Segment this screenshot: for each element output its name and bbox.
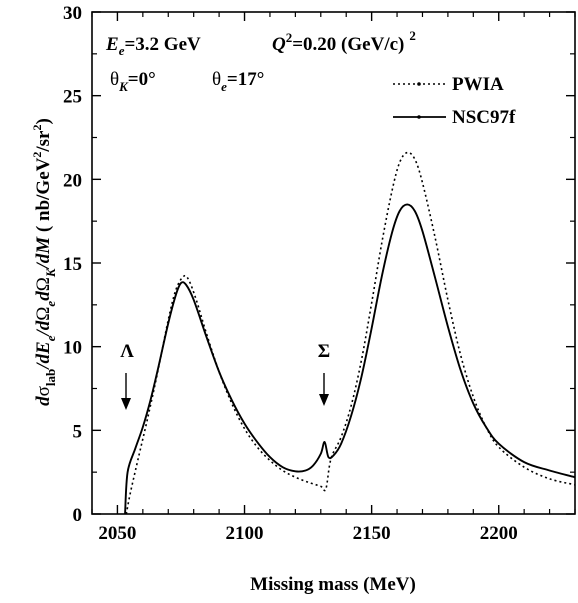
y-tick-label-10: 10 [63,338,82,359]
y-tick-label-25: 25 [63,87,82,108]
anno-Q: Q [272,34,286,55]
y-title-omega2: Ω [33,277,54,291]
y-axis-title: dσlab/dEe/dΩedΩK/dM ( nb/GeV2/sr2) [30,118,58,406]
x-tick-label-2050: 2050 [98,523,136,544]
anno-E-sub: e [119,43,125,58]
series-line-pwia [125,151,576,515]
y-title-unit: ( nb/GeV [33,157,54,236]
anno-thetaE: θ [212,69,221,90]
y-title-unit-close: ) [33,118,54,124]
y-title-e1: e [43,335,58,341]
y-tick-label-5: 5 [73,421,83,442]
y-title-e2: e [43,301,58,307]
x-tick-label-2200: 2200 [480,523,518,544]
y-tick-label-15: 15 [63,254,82,275]
y-title-omega1: Ω [33,307,54,321]
anno-thetaK-val: =0° [128,69,156,90]
y-title-dEe: /dE [33,341,54,370]
y-title-unit-sup1: 2 [30,152,44,158]
annotation-q2: Q2=0.20 (GeV/c) 2 [272,28,416,55]
axis-ticks: 2050 2100 2150 2200 0 5 10 15 20 25 30 [63,3,576,544]
x-axis-title: Missing mass (MeV) [250,574,416,595]
legend-label-nsc97f: NSC97f [452,107,516,128]
legend-marker-nsc97f [417,115,421,119]
series-line-nsc97f [124,203,576,515]
legend: PWIA NSC97f [393,74,516,128]
annotation-energy: Ee=3.2 GeV [105,34,201,58]
x-tick-label-2100: 2100 [226,523,264,544]
legend-marker-pwia [417,82,421,86]
y-title-k: K [43,267,58,278]
y-title-unit-sr: /sr [33,130,54,153]
anno-Q-sup: 2 [286,30,293,45]
anno-thetaK-sub: K [118,79,129,94]
y-title-d1: d [33,396,54,406]
y-title-unit-sup2: 2 [30,125,44,131]
y-tick-label-30: 30 [63,3,82,24]
annotation-theta-k: θK=0° [110,69,156,94]
sigma-label: Σ [318,341,330,362]
anno-Q-unit-sup: 2 [409,28,416,43]
y-title-lab: lab [43,369,58,386]
anno-Q-val: =0.20 (GeV/c) [292,34,404,55]
anno-E: E [105,34,119,55]
anno-thetaE-sub: e [221,79,227,94]
sigma-arrow-head [319,394,329,406]
anno-thetaE-val: =17° [227,69,264,90]
anno-energy-val: =3.2 GeV [124,34,201,55]
anno-thetaK: θ [110,69,119,90]
annotation-theta-e: θe=17° [212,69,264,94]
y-tick-label-0: 0 [73,505,83,526]
x-tick-label-2150: 2150 [353,523,391,544]
y-title-sigma: σ [33,386,54,396]
y-tick-label-20: 20 [63,170,82,191]
lambda-label: Λ [120,341,134,362]
y-title-dM: /dM [33,236,54,271]
legend-label-pwia: PWIA [452,74,504,95]
y-title-d2: /d [33,320,54,337]
y-title-d3: d [33,291,54,301]
lambda-arrow-head [121,398,131,410]
series-layer [124,151,576,515]
